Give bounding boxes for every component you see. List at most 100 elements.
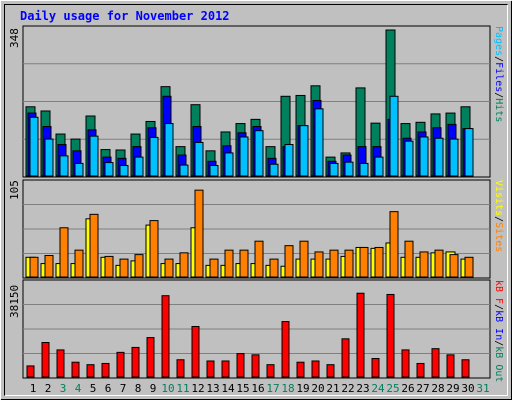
bar-sites-day-29	[449, 254, 459, 278]
x-tick-label-day-16: 16	[251, 382, 264, 395]
bar-pages-day-28	[434, 137, 444, 177]
bar-kb-f-day-8	[131, 346, 140, 378]
x-tick-label-day-23: 23	[356, 382, 369, 395]
legend-top: Pages/Files/Hits	[493, 26, 504, 122]
bar-kb-f-day-17	[266, 364, 275, 378]
bar-pages-day-27	[419, 136, 429, 177]
bar-pages-day-10	[164, 123, 174, 177]
legend-bottom-part: kB Out	[493, 346, 504, 382]
bar-sites-day-18	[284, 245, 294, 278]
bar-pages-day-11	[179, 164, 189, 177]
bar-pages-day-7	[119, 165, 129, 177]
bar-sites-day-15	[239, 249, 249, 278]
bar-pages-day-17	[269, 163, 279, 177]
bar-pages-day-23	[359, 162, 369, 177]
bar-kb-f-day-6	[101, 362, 110, 378]
legend-bottom-part: /	[493, 304, 504, 310]
chart-title: Daily usage for November 2012	[20, 9, 230, 23]
bar-kb-f-day-10	[161, 295, 170, 378]
bar-sites-day-8	[134, 254, 144, 278]
bar-pages-day-16	[254, 130, 264, 177]
x-tick-label-day-30: 30	[461, 382, 474, 395]
x-tick-label-day-7: 7	[120, 382, 127, 395]
legend-bottom-part: /	[493, 340, 504, 346]
bar-pages-day-21	[329, 162, 339, 177]
bar-sites-day-30	[464, 256, 474, 278]
bar-sites-day-10	[164, 258, 174, 278]
x-tick-label-day-13: 13	[206, 382, 219, 395]
bar-sites-day-13	[209, 258, 219, 278]
bar-pages-day-12	[194, 141, 204, 177]
inner-frame-shadow	[4, 4, 508, 396]
bar-pages-day-14	[224, 152, 234, 177]
bar-kb-f-day-11	[176, 359, 185, 378]
bar-kb-f-day-19	[296, 361, 305, 378]
x-tick-label-day-4: 4	[75, 382, 82, 395]
bar-sites-day-5	[89, 213, 99, 278]
x-tick-label-day-5: 5	[90, 382, 97, 395]
x-tick-label-day-31: 31	[476, 382, 489, 395]
bar-sites-day-24	[374, 246, 384, 278]
x-tick-label-day-19: 19	[296, 382, 309, 395]
bar-pages-day-6	[104, 162, 114, 177]
x-tick-label-day-10: 10	[161, 382, 174, 395]
bar-kb-f-day-9	[146, 337, 155, 378]
bar-kb-f-day-1	[26, 365, 35, 378]
bar-sites-day-11	[179, 252, 189, 278]
bar-pages-day-3	[59, 155, 69, 177]
bar-kb-f-day-23	[356, 292, 365, 378]
bar-kb-f-day-28	[431, 348, 440, 378]
bar-sites-day-14	[224, 249, 234, 278]
bar-kb-f-day-13	[206, 360, 215, 378]
bar-sites-day-12	[194, 189, 204, 278]
x-tick-label-day-18: 18	[281, 382, 294, 395]
legend-top-part: Files	[493, 62, 504, 92]
x-tick-label-day-15: 15	[236, 382, 249, 395]
x-tick-label-day-2: 2	[45, 382, 52, 395]
x-tick-label-day-17: 17	[266, 382, 279, 395]
x-tick-label-day-27: 27	[416, 382, 429, 395]
bar-kb-f-day-16	[251, 354, 260, 378]
x-tick-label-day-20: 20	[311, 382, 324, 395]
bar-kb-f-day-7	[116, 351, 125, 378]
x-tick-label-day-26: 26	[401, 382, 414, 395]
bar-pages-day-5	[89, 135, 99, 177]
bar-pages-day-30	[464, 128, 474, 177]
bar-pages-day-4	[74, 162, 84, 177]
bar-sites-day-17	[269, 258, 279, 278]
bar-pages-day-13	[209, 165, 219, 177]
legend-middle-part: Sites	[493, 222, 504, 252]
bar-sites-day-1	[29, 256, 39, 278]
bar-pages-day-25	[389, 95, 399, 177]
legend-top-part: /	[493, 92, 504, 98]
x-axis-day-labels: 1 2 3 4 5 6 7 8 9 10 11 12 13 14 15 16 17 18 19 20 21 22 23 24 2…	[30, 382, 490, 395]
bar-sites-day-7	[119, 258, 129, 278]
legend-middle-part: /	[493, 216, 504, 222]
bar-kb-f-day-24	[371, 358, 380, 378]
bar-kb-f-day-29	[446, 354, 455, 378]
bar-kb-f-day-18	[281, 321, 290, 378]
bar-kb-f-day-30	[461, 359, 470, 378]
bar-pages-day-26	[404, 140, 414, 177]
x-tick-label-day-25: 25	[386, 382, 399, 395]
x-tick-label-day-11: 11	[176, 382, 189, 395]
bar-kb-f-day-2	[41, 342, 50, 378]
bar-pages-day-18	[284, 144, 294, 177]
x-tick-label-day-3: 3	[60, 382, 67, 395]
x-tick-label-day-6: 6	[105, 382, 112, 395]
legend-top-part: Hits	[493, 98, 504, 122]
bar-pages-day-19	[299, 125, 309, 177]
x-tick-label-day-12: 12	[191, 382, 204, 395]
bar-sites-day-27	[419, 251, 429, 278]
bar-pages-day-9	[149, 136, 159, 177]
bar-kb-f-day-14	[221, 360, 230, 378]
bar-sites-day-19	[299, 240, 309, 278]
bar-sites-day-20	[314, 251, 324, 278]
bar-kb-f-day-27	[416, 362, 425, 378]
bar-kb-f-day-25	[386, 293, 395, 378]
bar-sites-day-28	[434, 249, 444, 278]
bar-pages-day-1	[29, 116, 39, 177]
bar-kb-f-day-20	[311, 360, 320, 378]
bar-sites-day-26	[404, 240, 414, 278]
y-max-label-middle: 105	[8, 180, 21, 200]
